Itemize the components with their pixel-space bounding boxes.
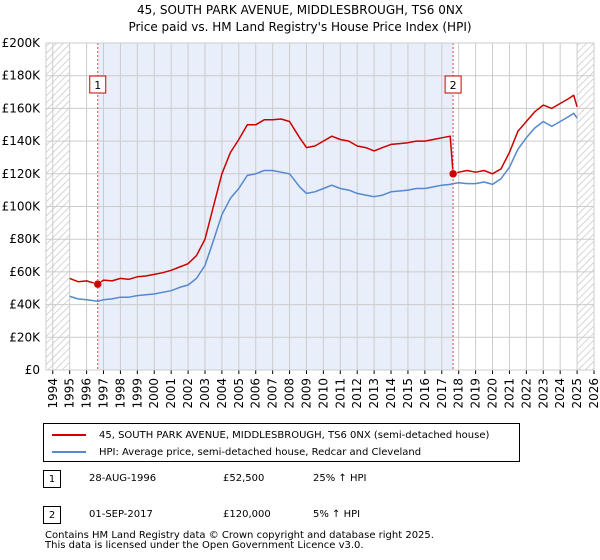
price-chart: 45, SOUTH PARK AVENUE, MIDDLESBROUGH, TS… <box>2 3 600 409</box>
y-tick-label: £80K <box>9 232 41 246</box>
sale-row: 2 01-SEP-2017 £120,000 5% ↑ HPI <box>43 506 423 528</box>
legend-item-property: 45, SOUTH PARK AVENUE, MIDDLESBROUGH, TS… <box>52 427 489 443</box>
x-tick-label: 2014 <box>384 378 398 409</box>
x-tick-label: 2015 <box>401 378 415 409</box>
sale-hpi-change: 5% ↑ HPI <box>313 509 361 520</box>
x-tick-label: 1995 <box>63 378 77 409</box>
sale-label-box <box>444 75 462 94</box>
x-tick-label: 2021 <box>502 378 516 409</box>
legend-item-hpi: HPI: Average price, semi-detached house,… <box>52 444 421 460</box>
x-tick-label: 2016 <box>418 378 432 409</box>
chart-title: 45, SOUTH PARK AVENUE, MIDDLESBROUGH, TS… <box>137 3 463 17</box>
y-tick-label: £40K <box>9 298 41 312</box>
x-tick-label: 2022 <box>519 378 533 409</box>
y-tick-label: £180K <box>2 69 42 83</box>
x-tick-label: 2010 <box>316 378 330 409</box>
y-tick-label: £200K <box>2 36 42 50</box>
x-tick-label: 2008 <box>283 378 297 409</box>
x-tick-label: 2018 <box>452 378 466 409</box>
gridlines <box>46 42 595 371</box>
legend-label-hpi: HPI: Average price, semi-detached house,… <box>99 446 422 458</box>
y-tick-label: £140K <box>2 134 42 148</box>
x-tick-label: 2011 <box>333 378 347 409</box>
x-tick-label: 2024 <box>553 378 567 409</box>
property-price-line <box>69 94 578 285</box>
x-tick-label: 2012 <box>350 378 364 409</box>
x-tick-label: 1999 <box>130 378 144 409</box>
x-tick-label: 2002 <box>181 378 195 409</box>
x-tick-label: 2009 <box>299 378 313 409</box>
x-tick-label: 2005 <box>232 378 246 409</box>
y-tick-label: £60K <box>9 265 41 279</box>
x-tick-label: 2004 <box>215 378 229 409</box>
sale-label-number: 1 <box>94 79 101 92</box>
plot-frame <box>45 42 595 371</box>
series-lines <box>69 94 578 303</box>
y-tick-label: £160K <box>2 101 42 115</box>
footer-line-copyright: Contains HM Land Registry data © Crown c… <box>45 530 434 541</box>
footer-line-licence: This data is licensed under the Open Gov… <box>45 540 364 551</box>
x-tick-label: 2000 <box>147 378 161 409</box>
sale-marker-lines <box>97 43 454 370</box>
sale-price: £120,000 <box>223 509 271 520</box>
x-tick-label: 2025 <box>570 378 584 409</box>
x-tick-label: 1996 <box>80 378 94 409</box>
x-tick-label: 1998 <box>113 378 127 409</box>
x-tick-label: 2026 <box>587 378 600 409</box>
y-tick-label: £120K <box>2 167 42 181</box>
x-tick-label: 2023 <box>536 378 550 409</box>
sale-hpi-change: 25% ↑ HPI <box>313 473 367 484</box>
sale-row: 1 28-AUG-1996 £52,500 25% ↑ HPI <box>43 470 423 492</box>
x-tick-label: 1997 <box>97 378 111 409</box>
y-tick-label: £20K <box>9 330 41 344</box>
x-tick-label: 2007 <box>266 378 280 409</box>
sale-point <box>93 279 103 289</box>
x-axis-ticks: 1994 1995 1996 1997 1998 1999 2000 2001 2002 2003… <box>46 370 600 409</box>
chart-subtitle: Price paid vs. HM Land Registry's House … <box>128 20 471 34</box>
sale-label-number: 2 <box>450 79 457 92</box>
legend-swatch-hpi <box>52 451 86 453</box>
sale-date: 28-AUG-1996 <box>89 473 157 484</box>
x-tick-label: 2019 <box>469 378 483 409</box>
sale-point <box>448 169 458 179</box>
y-axis-ticks: £0 £20K £40K £60K £80K £100K £120K £140K £160K £1… <box>2 36 42 377</box>
x-tick-label: 1994 <box>46 378 60 409</box>
x-tick-label: 2013 <box>367 378 381 409</box>
footer-attribution: Contains HM Land Registry data © Crown c… <box>45 531 434 551</box>
y-tick-label: £100K <box>2 200 42 214</box>
hpi-line <box>69 112 578 303</box>
y-tick-label: £0 <box>25 363 40 377</box>
sale-number-badge: 1 <box>43 470 61 488</box>
x-tick-label: 2001 <box>164 378 178 409</box>
chart-legend: 45, SOUTH PARK AVENUE, MIDDLESBROUGH, TS… <box>43 423 520 462</box>
sale-price: £52,500 <box>223 473 265 484</box>
x-tick-label: 2017 <box>435 378 449 409</box>
x-tick-label: 2006 <box>249 378 263 409</box>
sale-label-box <box>89 75 107 94</box>
legend-swatch-property <box>52 434 86 436</box>
x-tick-label: 2003 <box>198 378 212 409</box>
sale-number-badge: 2 <box>43 506 61 524</box>
x-tick-label: 2020 <box>486 378 500 409</box>
sale-date: 01-SEP-2017 <box>89 509 153 520</box>
legend-label-property: 45, SOUTH PARK AVENUE, MIDDLESBROUGH, TS… <box>99 429 490 441</box>
